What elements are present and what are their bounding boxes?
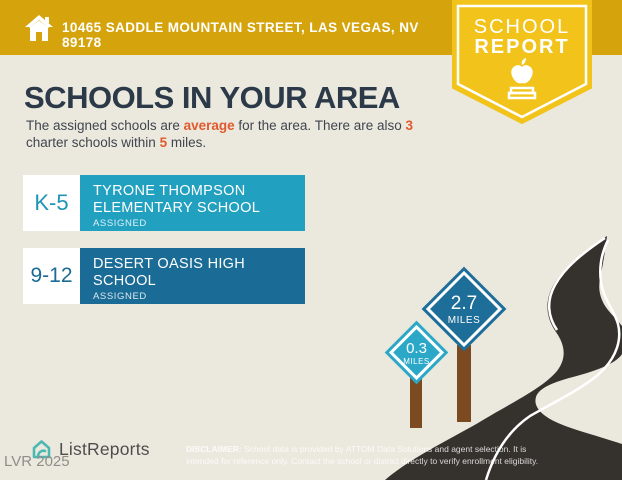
- disclaimer-text: DISCLAIMER: School data is provided by A…: [186, 444, 539, 466]
- subtitle-line1: The assigned schools are average for the…: [26, 118, 414, 133]
- subtitle-line2: charter schools within 5 miles.: [26, 134, 207, 150]
- listreports-logo: ListReports: [30, 438, 150, 461]
- school-status-badge: ASSIGNED: [93, 291, 147, 302]
- grade-range-badge: 9-12: [23, 248, 80, 304]
- listreports-house-icon: [32, 440, 51, 459]
- subtitle: The assigned schools are average for the…: [26, 118, 471, 151]
- brand-name: ListReports: [59, 439, 150, 459]
- sign-post: [410, 378, 422, 428]
- disclaimer-label: DISCLAIMER:: [186, 444, 242, 454]
- road-center-line: [484, 239, 621, 480]
- school-card-body: TYRONE THOMPSON ELEMENTARY SCHOOL ASSIGN…: [80, 175, 305, 231]
- ribbon-border: [456, 4, 588, 119]
- highlight-average: average: [183, 118, 235, 133]
- distance-sign-near: 0.3 MILES: [384, 320, 449, 385]
- school-report-ribbon: SCHOOL REPORT: [452, 0, 592, 125]
- page-title: SCHOOLS IN YOUR AREA: [24, 80, 400, 115]
- winding-road-illustration: [385, 236, 622, 480]
- school-card-elementary: K-5 TYRONE THOMPSON ELEMENTARY SCHOOL AS…: [23, 175, 305, 231]
- watermark: LVR 2025: [4, 453, 70, 470]
- school-status-badge: ASSIGNED: [93, 218, 147, 229]
- ribbon-title-line1: SCHOOL: [473, 16, 571, 38]
- home-icon: [25, 15, 53, 41]
- school-name: TYRONE THOMPSON ELEMENTARY SCHOOL: [93, 183, 261, 216]
- road-surface: [385, 236, 622, 480]
- road-edge-line-left: [548, 236, 606, 331]
- sign-distance-unit: MILES: [447, 314, 481, 326]
- ribbon-title-line2: REPORT: [474, 36, 570, 58]
- highlight-miles: 5: [159, 134, 168, 150]
- school-card-high: 9-12 DESERT OASIS HIGH SCHOOL ASSIGNED: [23, 248, 305, 304]
- sign-post: [457, 345, 471, 422]
- grade-range-badge: K-5: [23, 175, 80, 231]
- school-card-body: DESERT OASIS HIGH SCHOOL ASSIGNED: [80, 248, 305, 304]
- sign-distance-value: 2.7: [450, 292, 478, 314]
- apple-on-books-icon: [507, 58, 537, 100]
- school-name: DESERT OASIS HIGH SCHOOL: [93, 256, 246, 289]
- property-address: 10465 SADDLE MOUNTAIN STREET, LAS VEGAS,…: [62, 20, 419, 50]
- sign-distance-unit: MILES: [403, 356, 430, 366]
- highlight-charter-count: 3: [405, 118, 414, 133]
- sign-distance-value: 0.3: [406, 339, 427, 357]
